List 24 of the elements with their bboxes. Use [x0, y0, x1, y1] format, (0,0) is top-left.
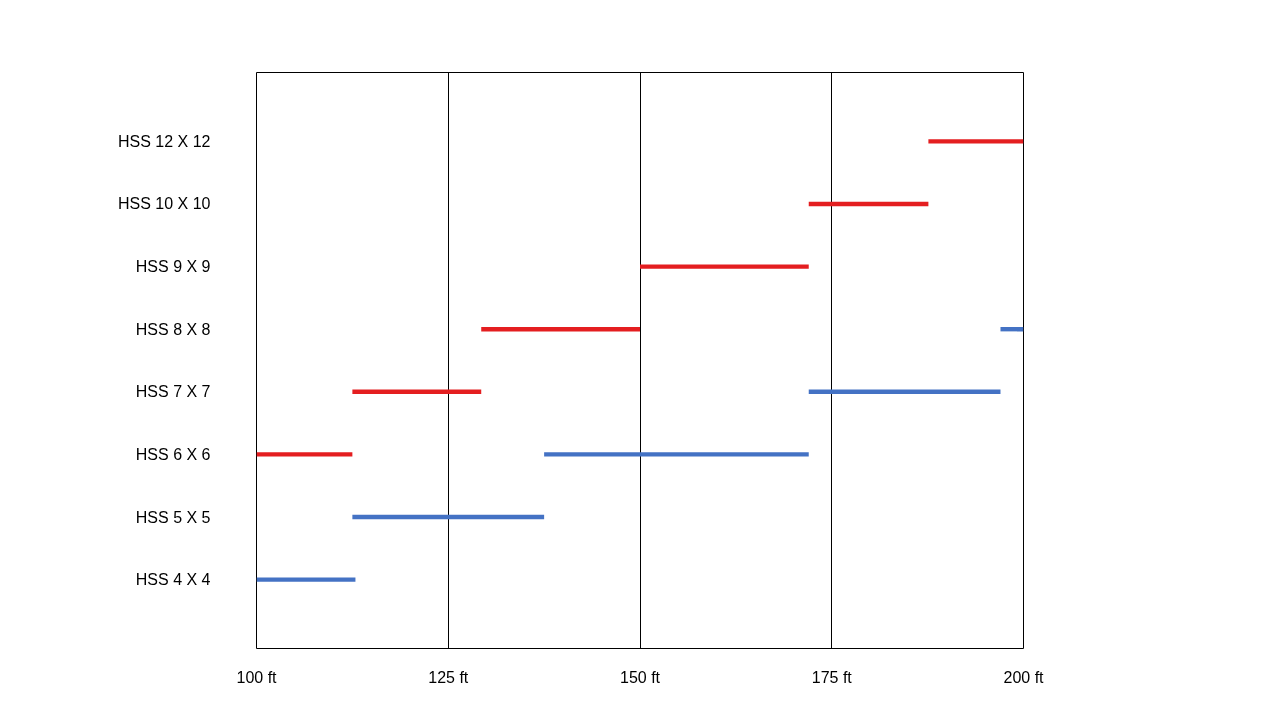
y-tick-label: HSS 9 X 9: [135, 258, 211, 276]
x-tick-label: 100 ft: [236, 668, 278, 686]
bar: [352, 514, 545, 520]
bar: [256, 577, 356, 582]
bar: [544, 452, 809, 457]
x-tick-label: 200 ft: [1003, 668, 1045, 686]
y-tick-label: HSS 4 X 4: [135, 571, 211, 589]
bar: [808, 389, 1001, 394]
x-tick-label: 150 ft: [619, 668, 661, 686]
bar: [808, 201, 929, 207]
y-tick-label: HSS 5 X 5: [135, 508, 211, 526]
y-tick-label: HSS 6 X 6: [135, 445, 211, 463]
y-tick-label: HSS 12 X 12: [118, 132, 211, 150]
bar: [928, 139, 1024, 144]
x-tick-label: 175 ft: [811, 668, 853, 686]
y-tick-label: HSS 7 X 7: [135, 383, 211, 401]
y-tick-label: HSS 10 X 10: [118, 195, 211, 213]
bar: [352, 389, 482, 394]
bar: [1000, 327, 1024, 332]
bar: [481, 327, 640, 332]
y-tick-label: HSS 8 X 8: [135, 320, 211, 338]
bar: [640, 264, 809, 269]
x-tick-label: 125 ft: [428, 668, 469, 686]
bar: [256, 452, 353, 457]
